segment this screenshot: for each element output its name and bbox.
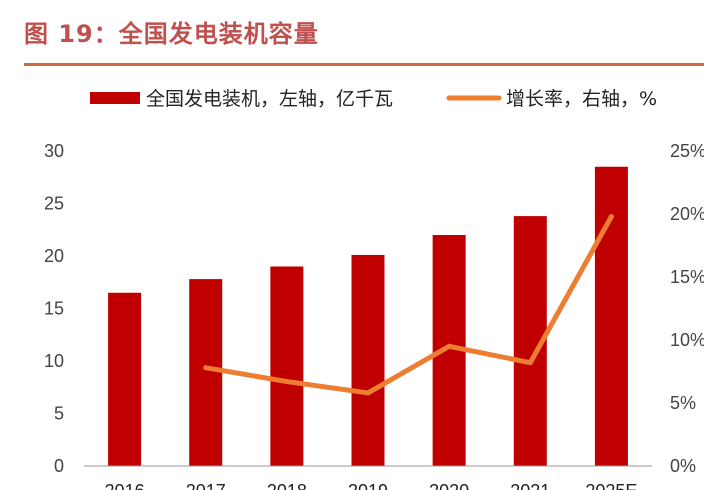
y-left-tick-label: 0 [54, 456, 64, 476]
x-tick-label: 2020 [429, 481, 469, 490]
y-axis-left: 0 5 10 15 20 25 30 [44, 141, 64, 476]
bar [270, 266, 304, 466]
x-axis: 2016 2017 2018 2019 2020 2021 2025E [105, 481, 638, 490]
y-axis-right: 0% 5% 10% 15% 20% 25% [670, 141, 704, 476]
growth-point [446, 343, 452, 349]
y-right-tick-label: 20% [670, 204, 704, 224]
bar [108, 292, 142, 466]
legend-bar-label: 全国发电装机，左轴，亿千瓦 [146, 88, 393, 110]
y-left-tick-label: 15 [44, 299, 64, 319]
y-right-tick-label: 25% [670, 141, 704, 161]
x-tick-label: 2018 [267, 481, 307, 490]
chart-title: 图 19：全国发电装机容量 [24, 20, 319, 48]
growth-point [203, 365, 209, 371]
y-right-tick-label: 5% [670, 393, 696, 413]
growth-line [203, 214, 614, 396]
x-tick-label: 2016 [105, 481, 145, 490]
legend: 全国发电装机，左轴，亿千瓦 增长率，右轴，% [90, 88, 657, 110]
growth-point [527, 360, 533, 366]
x-tick-label: 2021 [510, 481, 550, 490]
y-left-tick-label: 25 [44, 194, 64, 214]
y-left-tick-label: 10 [44, 351, 64, 371]
x-tick-label: 2017 [186, 481, 226, 490]
x-tick-label: 2019 [348, 481, 388, 490]
bar [594, 166, 628, 466]
growth-point [284, 379, 290, 385]
line-series [203, 214, 614, 396]
y-left-tick-label: 30 [44, 141, 64, 161]
y-right-tick-label: 0% [670, 456, 696, 476]
growth-point [608, 214, 614, 220]
bar-series [108, 166, 628, 466]
y-right-tick-label: 15% [670, 267, 704, 287]
x-tick-label: 2025E [585, 481, 637, 490]
legend-line-label: 增长率，右轴，% [506, 88, 657, 110]
y-left-tick-label: 20 [44, 246, 64, 266]
growth-point [365, 390, 371, 396]
y-left-tick-label: 5 [54, 404, 64, 424]
y-right-tick-label: 10% [670, 330, 704, 350]
bar [189, 279, 223, 466]
title-divider [24, 63, 704, 66]
legend-bar-swatch [90, 92, 140, 104]
bar [351, 254, 385, 466]
